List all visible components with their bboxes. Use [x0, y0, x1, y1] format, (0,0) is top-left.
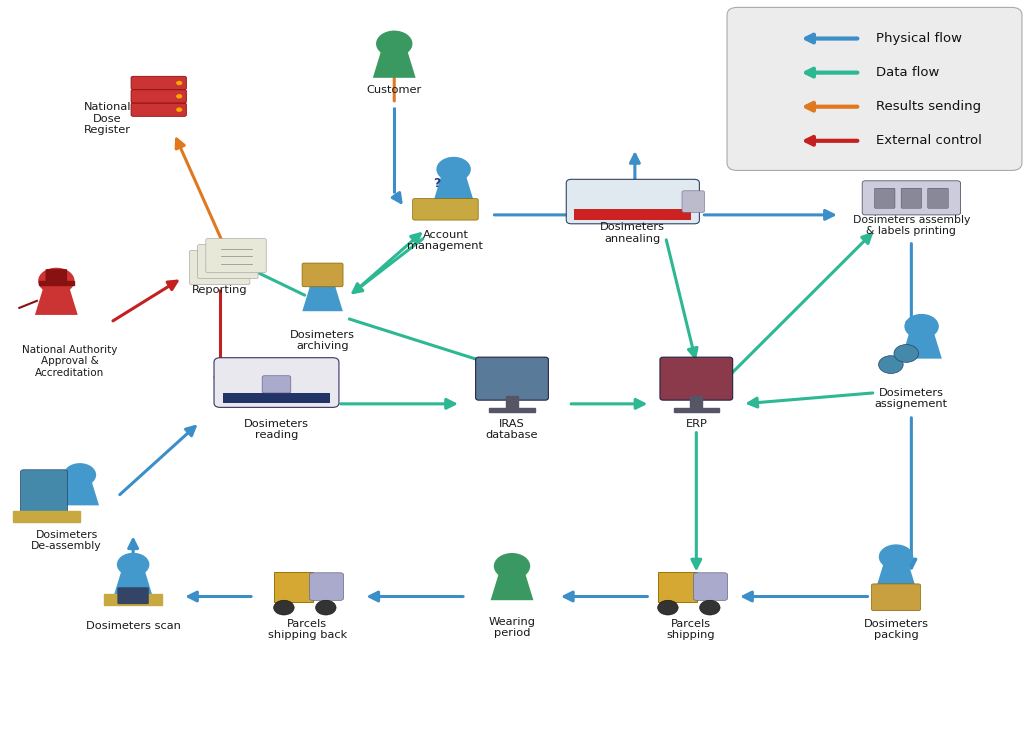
Text: Data flow: Data flow — [876, 66, 939, 79]
Text: Dosimeters assembly
& labels printing: Dosimeters assembly & labels printing — [853, 215, 970, 236]
FancyBboxPatch shape — [574, 209, 691, 220]
FancyBboxPatch shape — [682, 191, 705, 213]
Bar — [690, 396, 702, 411]
Bar — [674, 408, 719, 412]
Text: Dosimeters scan: Dosimeters scan — [86, 621, 180, 631]
FancyBboxPatch shape — [198, 245, 258, 279]
FancyBboxPatch shape — [131, 76, 186, 90]
Text: Dosimeters
reading: Dosimeters reading — [244, 419, 309, 440]
Polygon shape — [876, 562, 916, 589]
FancyBboxPatch shape — [660, 357, 733, 400]
FancyBboxPatch shape — [131, 90, 186, 103]
Text: ?: ? — [433, 177, 440, 190]
Circle shape — [176, 107, 182, 112]
FancyBboxPatch shape — [302, 263, 343, 287]
Circle shape — [904, 314, 939, 339]
Circle shape — [305, 267, 340, 291]
Circle shape — [436, 157, 471, 182]
Bar — [13, 511, 80, 522]
FancyBboxPatch shape — [658, 572, 696, 602]
Circle shape — [699, 600, 720, 615]
FancyBboxPatch shape — [118, 588, 148, 604]
FancyBboxPatch shape — [309, 573, 343, 600]
Circle shape — [176, 94, 182, 99]
Polygon shape — [114, 570, 153, 595]
Bar — [489, 408, 535, 412]
Text: Customer: Customer — [367, 85, 422, 95]
FancyBboxPatch shape — [206, 239, 266, 273]
Circle shape — [657, 600, 678, 615]
Text: Dosimeters
assignement: Dosimeters assignement — [874, 388, 948, 409]
FancyBboxPatch shape — [862, 181, 961, 215]
FancyBboxPatch shape — [727, 7, 1022, 170]
FancyBboxPatch shape — [874, 188, 895, 208]
FancyBboxPatch shape — [262, 376, 291, 393]
Polygon shape — [60, 480, 99, 505]
Text: External control: External control — [876, 134, 981, 147]
Circle shape — [879, 545, 913, 569]
Text: Parcels
shipping: Parcels shipping — [667, 619, 716, 640]
FancyBboxPatch shape — [45, 269, 68, 282]
Text: National Authority
Approval &
Accreditation: National Authority Approval & Accreditat… — [22, 345, 118, 378]
FancyBboxPatch shape — [20, 470, 68, 515]
Bar — [506, 396, 518, 411]
Text: ERP: ERP — [685, 419, 708, 428]
Text: Reporting: Reporting — [193, 285, 248, 295]
Text: Account
management: Account management — [408, 230, 483, 251]
Bar — [104, 594, 162, 605]
Circle shape — [117, 553, 150, 576]
Bar — [39, 281, 74, 285]
Text: Dosimeters
packing: Dosimeters packing — [863, 619, 929, 640]
FancyBboxPatch shape — [475, 357, 549, 400]
Circle shape — [879, 356, 903, 373]
Text: Physical flow: Physical flow — [876, 32, 962, 45]
FancyBboxPatch shape — [223, 393, 330, 403]
FancyBboxPatch shape — [566, 179, 699, 224]
FancyBboxPatch shape — [901, 188, 922, 208]
Text: Dosimeters
annealing: Dosimeters annealing — [600, 222, 666, 244]
Circle shape — [38, 268, 75, 294]
Polygon shape — [901, 332, 942, 359]
Polygon shape — [373, 50, 416, 78]
Text: National
Dose
Register: National Dose Register — [84, 102, 131, 135]
Text: Wearing
period: Wearing period — [488, 617, 536, 638]
Text: IRAS
database: IRAS database — [485, 419, 539, 440]
Text: Parcels
shipping back: Parcels shipping back — [267, 619, 347, 640]
Circle shape — [894, 345, 919, 362]
Polygon shape — [302, 285, 343, 311]
FancyBboxPatch shape — [273, 572, 312, 602]
FancyBboxPatch shape — [131, 103, 186, 116]
FancyBboxPatch shape — [214, 358, 339, 408]
FancyBboxPatch shape — [871, 584, 921, 611]
Text: Results sending: Results sending — [876, 100, 981, 113]
Text: Dosimeters
De-assembly: Dosimeters De-assembly — [32, 530, 101, 551]
Circle shape — [273, 600, 294, 615]
Text: Dosimeters
archiving: Dosimeters archiving — [290, 330, 355, 351]
Circle shape — [176, 81, 182, 85]
FancyBboxPatch shape — [693, 573, 727, 600]
FancyBboxPatch shape — [189, 250, 250, 285]
Circle shape — [63, 463, 96, 487]
Polygon shape — [433, 175, 474, 202]
Polygon shape — [490, 572, 534, 600]
FancyBboxPatch shape — [413, 199, 478, 220]
Circle shape — [494, 553, 530, 579]
Circle shape — [315, 600, 336, 615]
Polygon shape — [35, 287, 78, 315]
FancyBboxPatch shape — [928, 188, 948, 208]
Circle shape — [376, 30, 413, 57]
